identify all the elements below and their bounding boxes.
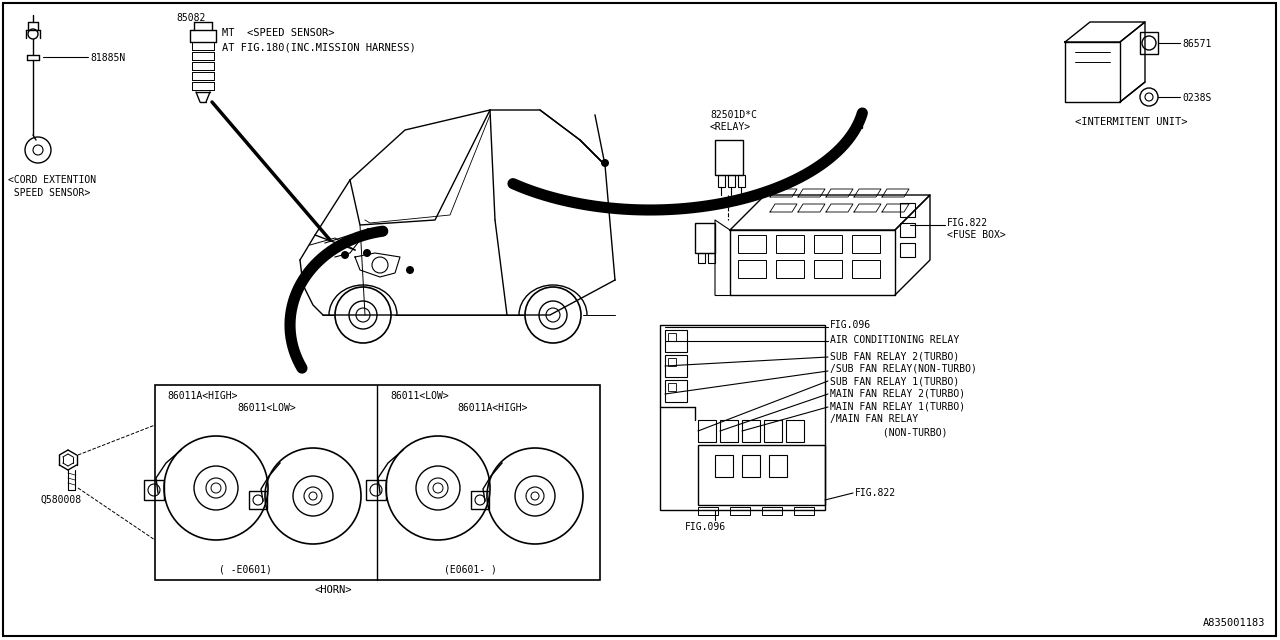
Text: FIG.822: FIG.822 <box>855 488 896 498</box>
Text: 0238S: 0238S <box>1181 93 1211 103</box>
Text: <INTERMITENT UNIT>: <INTERMITENT UNIT> <box>1075 117 1188 127</box>
Text: (E0601- ): (E0601- ) <box>444 565 497 575</box>
Text: AIR CONDITIONING RELAY: AIR CONDITIONING RELAY <box>829 335 959 345</box>
Bar <box>716 140 742 175</box>
Text: ( -E0601): ( -E0601) <box>219 565 271 575</box>
Text: /MAIN FAN RELAY: /MAIN FAN RELAY <box>829 414 918 424</box>
Text: 86011A<HIGH>: 86011A<HIGH> <box>457 403 527 413</box>
Text: Q580008: Q580008 <box>40 495 81 505</box>
Text: <HORN>: <HORN> <box>315 585 352 595</box>
Bar <box>764 420 782 442</box>
Bar <box>155 385 600 580</box>
Bar <box>900 243 915 257</box>
Text: MAIN FAN RELAY 2(TURBO): MAIN FAN RELAY 2(TURBO) <box>829 388 965 398</box>
Text: SPEED SENSOR>: SPEED SENSOR> <box>8 188 91 198</box>
Bar <box>739 235 765 253</box>
Bar <box>742 420 760 442</box>
Bar <box>666 380 687 402</box>
Bar <box>668 383 676 391</box>
Bar <box>728 175 735 187</box>
Text: 86011<LOW>: 86011<LOW> <box>237 403 296 413</box>
Bar <box>739 260 765 278</box>
Text: MT  <SPEED SENSOR>: MT <SPEED SENSOR> <box>221 28 334 38</box>
Text: FIG.822: FIG.822 <box>947 218 988 228</box>
Bar <box>660 325 826 510</box>
Bar <box>718 175 724 187</box>
Text: 86571: 86571 <box>1181 39 1211 49</box>
Bar <box>762 507 782 515</box>
Text: <CORD EXTENTION: <CORD EXTENTION <box>8 175 96 185</box>
Bar <box>668 333 676 341</box>
Bar <box>852 235 881 253</box>
Circle shape <box>406 266 413 274</box>
Bar <box>786 420 804 442</box>
Bar <box>814 235 842 253</box>
Bar <box>776 235 804 253</box>
Bar <box>250 491 268 509</box>
Bar <box>742 455 760 477</box>
Text: FIG.096: FIG.096 <box>829 320 872 330</box>
Text: 82501D*C: 82501D*C <box>710 110 756 120</box>
Bar <box>769 455 787 477</box>
Text: SUB FAN RELAY 1(TURBO): SUB FAN RELAY 1(TURBO) <box>829 376 959 386</box>
Bar <box>698 253 705 263</box>
Bar <box>666 355 687 377</box>
Text: <FUSE BOX>: <FUSE BOX> <box>947 230 1006 240</box>
Bar <box>698 507 718 515</box>
Text: 86011A<HIGH>: 86011A<HIGH> <box>166 391 238 401</box>
Bar <box>708 253 716 263</box>
Circle shape <box>340 251 349 259</box>
Text: MAIN FAN RELAY 1(TURBO): MAIN FAN RELAY 1(TURBO) <box>829 401 965 411</box>
Text: SUB FAN RELAY 2(TURBO): SUB FAN RELAY 2(TURBO) <box>829 351 959 361</box>
Bar <box>814 260 842 278</box>
Text: AT FIG.180(INC.MISSION HARNESS): AT FIG.180(INC.MISSION HARNESS) <box>221 42 416 52</box>
Text: 86011<LOW>: 86011<LOW> <box>390 391 449 401</box>
Bar <box>695 223 716 253</box>
Text: FIG.096: FIG.096 <box>685 522 726 532</box>
Bar <box>730 507 750 515</box>
Bar <box>698 420 716 442</box>
Text: <RELAY>: <RELAY> <box>710 122 751 132</box>
Bar <box>721 420 739 442</box>
Bar <box>739 175 745 187</box>
Text: /SUB FAN RELAY(NON-TURBO): /SUB FAN RELAY(NON-TURBO) <box>829 363 977 373</box>
Text: (NON-TURBO): (NON-TURBO) <box>829 427 947 437</box>
Bar <box>900 223 915 237</box>
Bar <box>776 260 804 278</box>
Bar <box>852 260 881 278</box>
Bar <box>900 203 915 217</box>
Circle shape <box>364 249 371 257</box>
Text: 85082: 85082 <box>177 13 205 23</box>
Bar <box>716 455 733 477</box>
Bar <box>698 445 826 505</box>
Bar <box>471 491 489 509</box>
Circle shape <box>602 159 609 167</box>
Bar <box>794 507 814 515</box>
Bar <box>668 358 676 366</box>
Bar <box>1140 32 1158 54</box>
Bar <box>145 480 164 500</box>
Bar <box>366 480 387 500</box>
Bar <box>666 330 687 352</box>
Text: 81885N: 81885N <box>90 53 125 63</box>
Text: A835001183: A835001183 <box>1202 618 1265 628</box>
